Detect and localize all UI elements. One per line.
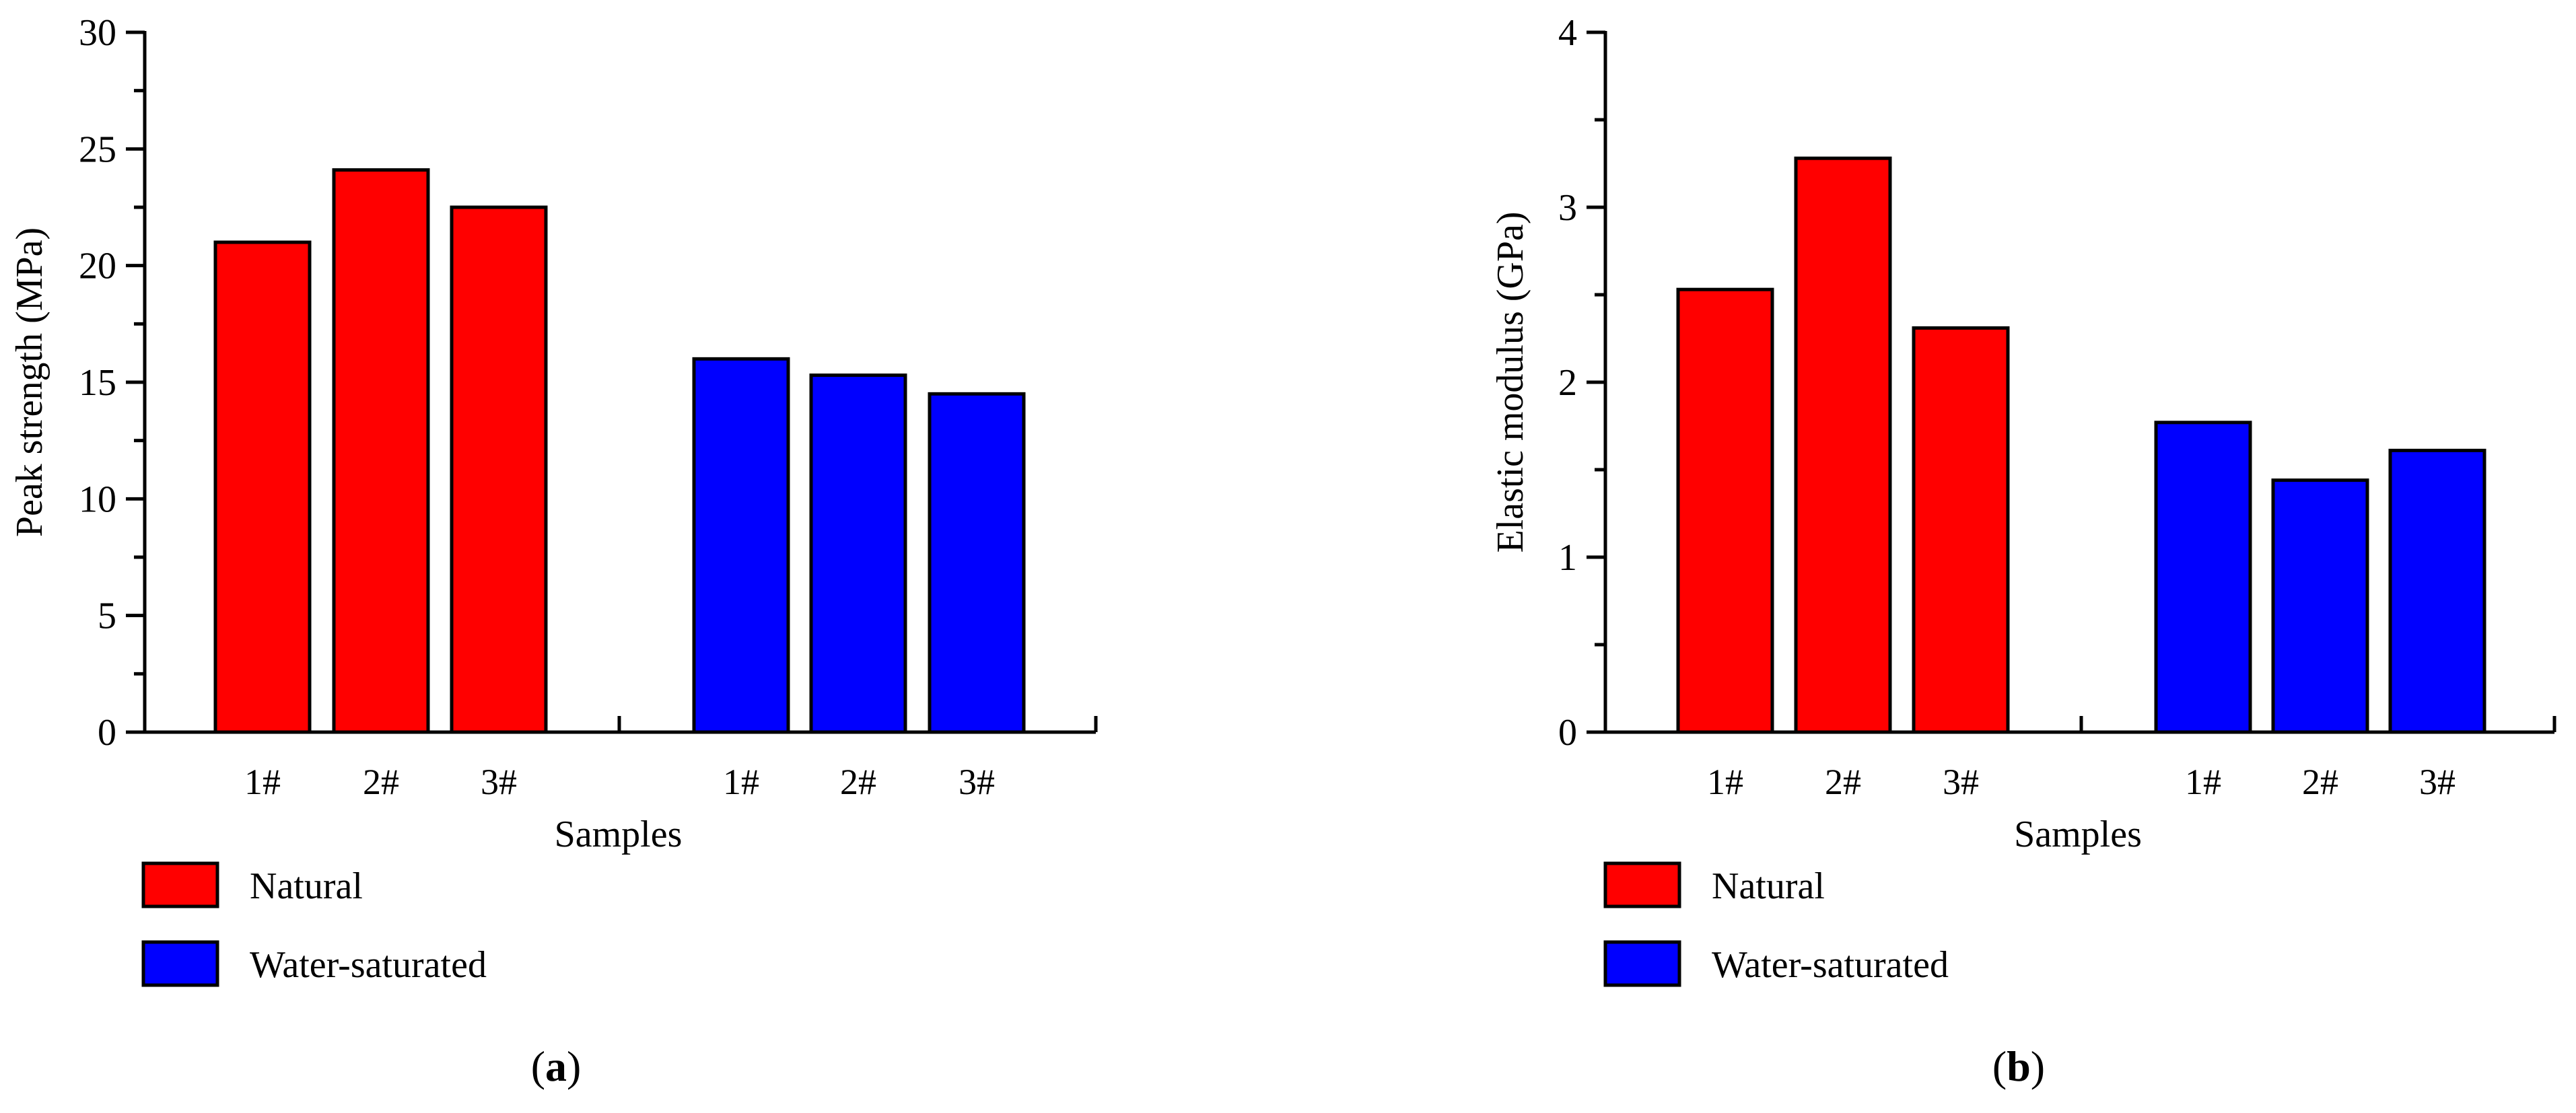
y-tick-label: 0	[98, 712, 116, 754]
y-axis-label: Peak strength (MPa)	[9, 227, 50, 537]
x-tick-label: 1#	[2185, 762, 2221, 802]
bar-natural-1	[213, 240, 312, 734]
y-tick-label: 4	[1558, 12, 1577, 54]
y-tick-label: 0	[1558, 712, 1577, 754]
legend-label: Water-saturated	[250, 944, 487, 986]
panel-label: (b)	[1992, 1042, 2045, 1090]
y-tick-label: 2	[1558, 362, 1577, 404]
panel-label-close-paren: )	[567, 1042, 581, 1090]
bar-natural-3	[1912, 326, 2010, 734]
y-tick-label: 3	[1558, 187, 1577, 229]
bar-natural-2	[1794, 156, 1892, 734]
y-tick-label: 15	[79, 362, 116, 404]
chart-panel-b: 1# 2# 3# 1# 2# 3# 0 1 2 3 4 Elastic modulus (GPa) Sa…	[1490, 12, 2556, 1090]
x-axis-label: Samples	[555, 814, 683, 855]
x-tick-label: 1#	[244, 762, 281, 802]
panel-label-close-paren: )	[2031, 1042, 2045, 1090]
x-tick-label: 3#	[2419, 762, 2456, 802]
x-tick-label: 3#	[959, 762, 995, 802]
y-tick-label: 25	[79, 129, 116, 170]
legend-label: Water-saturated	[1712, 944, 1949, 986]
bar-natural-3	[450, 205, 548, 734]
x-tick-label: 2#	[2302, 762, 2338, 802]
bar-natural-2	[332, 168, 430, 734]
legend-swatch-water-saturated	[141, 940, 219, 987]
bar-water-saturated-1	[2154, 421, 2252, 734]
panel-label-open-paren: (	[1992, 1042, 2007, 1090]
panel-label-open-paren: (	[531, 1042, 545, 1090]
bar-water-saturated-2	[2271, 478, 2369, 734]
y-tick-label: 5	[98, 596, 116, 637]
y-tick-label: 10	[79, 478, 116, 520]
x-tick-label: 1#	[1707, 762, 1743, 802]
chart-panel-a: 1# 2# 3# 1# 2# 3# 0 5 10 15 20 25 30 Peak strength (M…	[9, 12, 1098, 1090]
y-tick-label: 1	[1558, 537, 1577, 579]
y-axis-label: Elastic modulus (GPa)	[1490, 211, 1531, 552]
x-tick-label: 1#	[723, 762, 759, 802]
panel-label-letter: a	[545, 1042, 567, 1090]
bar-water-saturated-2	[809, 373, 907, 734]
legend-swatch-water-saturated	[1603, 940, 1681, 987]
bar-water-saturated-3	[2388, 448, 2486, 734]
panel-label: (a)	[531, 1042, 582, 1090]
x-tick-label: 2#	[363, 762, 399, 802]
bar-water-saturated-3	[928, 392, 1026, 734]
y-tick-label: 20	[79, 246, 116, 287]
legend-label: Natural	[1712, 865, 1825, 907]
bar-natural-1	[1676, 287, 1774, 734]
legend-label: Natural	[250, 865, 363, 907]
y-tick-label: 30	[79, 12, 116, 54]
bar-water-saturated-1	[692, 357, 790, 734]
x-tick-label: 3#	[1943, 762, 1979, 802]
panel-label-letter: b	[2007, 1042, 2031, 1090]
x-tick-label: 2#	[840, 762, 876, 802]
legend-swatch-natural	[1603, 861, 1681, 908]
x-axis-label: Samples	[2014, 814, 2142, 855]
x-tick-label: 2#	[1825, 762, 1861, 802]
x-tick-label: 3#	[481, 762, 517, 802]
legend-swatch-natural	[141, 861, 219, 908]
